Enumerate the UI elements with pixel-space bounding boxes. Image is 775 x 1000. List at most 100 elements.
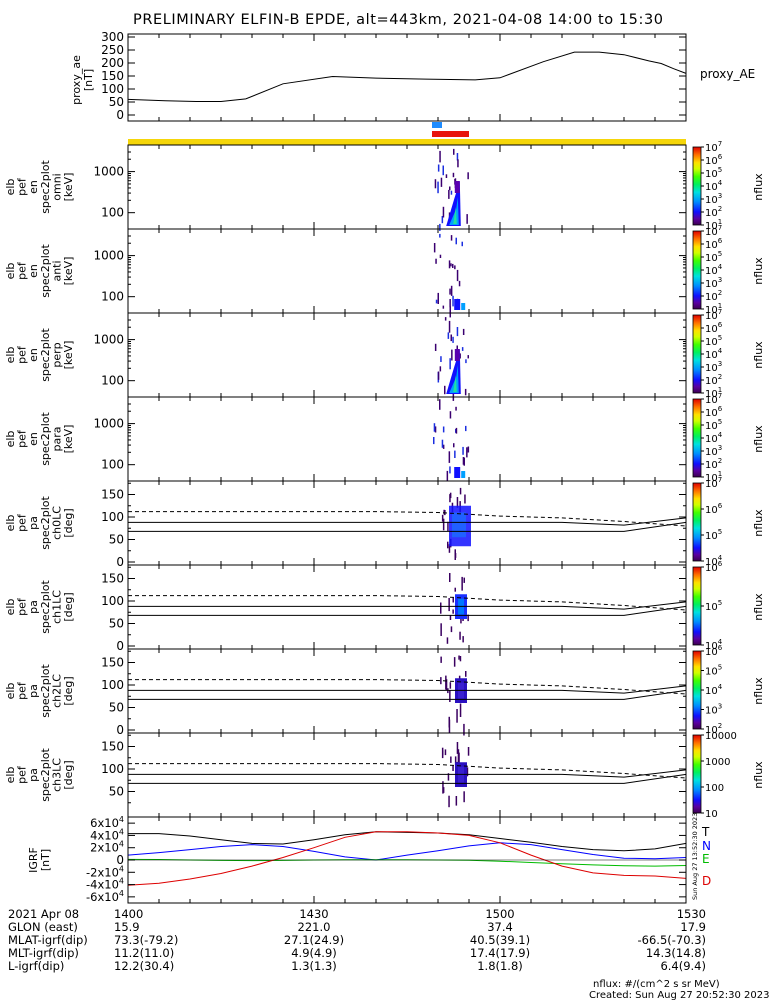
energy-panel-en_omni-ylabel: spec2plot [39, 160, 52, 214]
pitch-panel-pa_ch3-pixel [456, 742, 459, 754]
footer-row-value: 17.9 [680, 920, 706, 934]
energy-panel-en_para-ylabel: [keV] [62, 425, 75, 454]
pitch-panel-pa_ch2-frame [127, 648, 687, 734]
energy-panel-en_omni-ytick-label: 1000 [93, 165, 124, 179]
colorbar-pa_ch0 [692, 482, 702, 562]
energy-panel-en_anti-ylabel: spec2plot [39, 244, 52, 298]
energy-panel-en_perp-pixel [464, 388, 467, 396]
pitch-panel-pa_ch2-ylabel: pef [16, 681, 29, 700]
side-stamp: Sun Aug 27 13:52:30 2023 [691, 813, 699, 900]
pitch-panel-pa_ch0-flux-core [452, 512, 466, 538]
energy-panel-en_omni-pixel [466, 214, 468, 224]
ae-ytick-label: 50 [109, 95, 124, 109]
colorbar-pa_ch1-tick-label: 104 [705, 638, 723, 652]
footer-row-value: 15.9 [114, 920, 140, 934]
energy-panel-en_perp-ylabel: elb [4, 347, 17, 364]
footer-row-value: 73.3(-79.2) [114, 933, 178, 947]
pitch-panel-pa_ch1-pixel [462, 636, 464, 643]
pitch-panel-pa_ch0-pixel [441, 514, 444, 522]
energy-panel-en_omni-ylabel: pef [16, 177, 29, 196]
energy-panel-en_anti-pixel [437, 292, 439, 304]
pitch-panel-pa_ch2-pixel [453, 657, 456, 667]
colorbar-en_para-tick-label: 101 [705, 470, 722, 484]
energy-panel-en_anti-ylabel: anti [50, 260, 63, 281]
energy-panel-en_perp-frame [127, 312, 687, 398]
pitch-panel-pa_ch1-pixel [449, 573, 451, 582]
pitch-panel-pa_ch1-pixel [460, 615, 462, 624]
pitch-panel-pa_ch0-ytick-label: 150 [101, 488, 124, 502]
pitch-panel-pa_ch1-ylabel: spec2plot [39, 580, 52, 634]
footer-row-value: 1.8(1.8) [477, 959, 523, 973]
colorbar-en_para-tick-label: 105 [705, 418, 722, 432]
colorbar-pa_ch3-tick-label: 10000 [705, 731, 737, 742]
energy-panel-en_para-pixel [446, 470, 449, 481]
colorbar-pa_ch3-tick-label: 100 [705, 783, 724, 794]
pitch-panel-pa_ch3-pixel [458, 752, 460, 765]
pitch-panel-pa_ch3-pixel [467, 747, 470, 756]
pitch-panel-pa_ch0-antiloss-cone [128, 511, 687, 527]
footer-row-label: GLON (east) [8, 920, 78, 934]
energy-panel-en_omni-pixel [437, 181, 439, 194]
energy-panel-en_omni-pixel [442, 165, 444, 176]
energy-panel-en_perp-ylabel: perp [50, 342, 63, 367]
pitch-panel-pa_ch3-ylabel: spec2plot [39, 748, 52, 802]
pitch-panel-pa_ch2-loss-cone-lower [128, 689, 687, 700]
energy-panel-en_para-pixel [439, 399, 441, 410]
footer-row-value: 1.3(1.3) [291, 959, 337, 973]
energy-panel-en_anti-pixel [461, 241, 463, 247]
energy-panel-en_perp-pixel [444, 317, 447, 321]
energy-panel-en_omni-pixel [452, 172, 455, 178]
pitch-panel-pa_ch3-pixel [447, 773, 450, 781]
energy-panel-en_omni-pixel [456, 153, 459, 161]
energy-panel-en_perp-pixel [451, 349, 453, 361]
energy-panel-en_perp-ylabel: [keV] [62, 341, 75, 370]
colorbar-pa_ch1-tick-label: 106 [705, 560, 723, 574]
colorbar-en_perp-label: nflux [752, 341, 765, 369]
energy-panel-en_anti-pixel [452, 263, 454, 268]
blue-status-bar [432, 122, 442, 128]
pitch-panel-pa_ch0-pixel [442, 518, 445, 531]
colorbar-en_omni-tick-label: 104 [705, 179, 723, 193]
created-stamp: Created: Sun Aug 27 20:52:30 2023 [589, 990, 769, 1000]
colorbar-pa_ch1 [692, 566, 702, 646]
pitch-panel-pa_ch1-pixel [452, 609, 454, 614]
colorbar-en_anti-tick-label: 103 [705, 276, 722, 290]
colorbar-pa_ch3 [692, 734, 702, 814]
pitch-panel-pa_ch2-pixel [459, 703, 462, 717]
energy-panel-en_anti-pixel [450, 285, 453, 296]
pitch-panel-pa_ch3-pixel [463, 791, 465, 803]
energy-panel-en_perp-pixel [452, 336, 454, 343]
colorbar-en_omni-tick-label: 105 [705, 166, 722, 180]
energy-panel-en_perp-pixel [439, 366, 442, 372]
igrf-panel-ytick-label: -4x104 [86, 877, 124, 892]
energy-panel-en_anti-pixel [435, 299, 438, 304]
pitch-panel-pa_ch2-pixel [465, 671, 467, 677]
colorbar-pa_ch2-tick-label: 106 [705, 644, 723, 658]
energy-panel-en_anti-pixel [449, 299, 451, 308]
energy-panel-en_omni-ylabel: en [27, 180, 40, 194]
energy-panel-en_anti-ylabel: elb [4, 263, 17, 280]
energy-panel-en_perp-pixel [448, 320, 451, 333]
colorbar-pa_ch2-label: nflux [752, 677, 765, 705]
pitch-panel-pa_ch1-ylabel: ch1LC [50, 590, 63, 624]
footer-row-value: 14.3(14.8) [646, 946, 706, 960]
igrf-panel-ytick-label: 0 [116, 853, 124, 867]
energy-panel-en_para-flux-mid [461, 471, 466, 478]
pitch-panel-pa_ch1-ylabel: elb [4, 599, 17, 616]
pitch-panel-pa_ch3-frame [127, 732, 687, 818]
energy-panel-en_omni-pixel [442, 206, 445, 218]
colorbar-en_perp-tick-label: 101 [705, 386, 722, 400]
pitch-panel-pa_ch2-ylabel: elb [4, 683, 17, 700]
igrf-N-line [127, 842, 687, 861]
pitch-panel-pa_ch1-loss-cone-upper [128, 601, 687, 610]
energy-panel-en_perp-pixel [465, 359, 467, 364]
energy-panel-en_perp-pixel [449, 358, 451, 370]
units-note: nflux: #/(cm^2 s sr MeV) [593, 979, 720, 990]
pitch-panel-pa_ch3-antiloss-cone [128, 763, 687, 779]
energy-panel-en_perp-flux-core [453, 375, 457, 392]
footer-row-value: 12.2(30.4) [114, 959, 174, 973]
colorbar-en_anti-tick-label: 101 [705, 302, 722, 316]
colorbar-pa_ch0-tick-label: 106 [705, 502, 723, 516]
colorbar-pa_ch2 [692, 650, 702, 730]
colorbar-en_para-tick-label: 102 [705, 457, 722, 471]
